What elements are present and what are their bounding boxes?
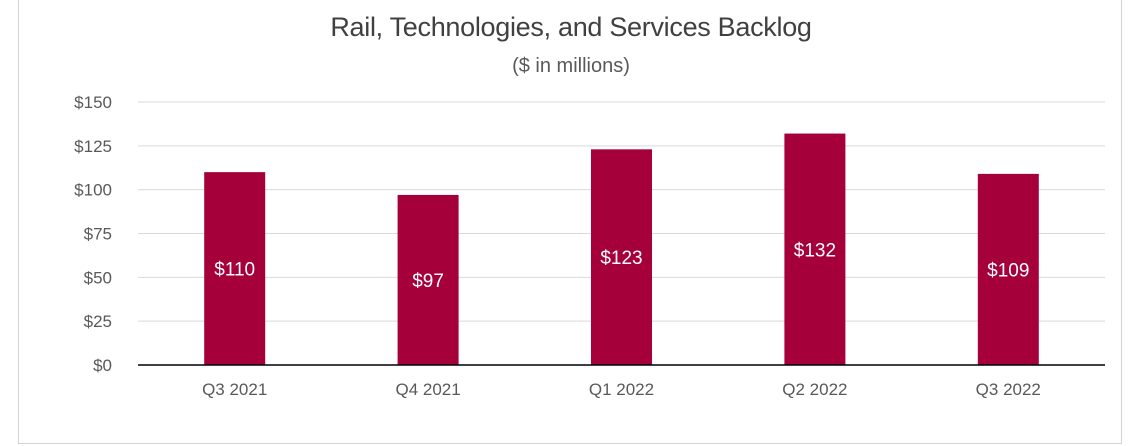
chart-title: Rail, Technologies, and Services Backlog: [330, 12, 812, 42]
y-tick-label: $25: [84, 312, 112, 331]
y-tick-label: $0: [93, 356, 112, 375]
y-tick-label: $100: [74, 181, 112, 200]
chart-frame: [18, 0, 1122, 444]
y-tick-label: $75: [84, 225, 112, 244]
y-tick-label: $125: [74, 137, 112, 156]
data-label: $123: [600, 248, 642, 269]
x-tick-label: Q2 2022: [782, 380, 847, 399]
bar: [591, 149, 652, 365]
data-label: $110: [214, 260, 255, 281]
data-label: $97: [412, 271, 444, 292]
bar: [977, 173, 1039, 365]
bar: [397, 194, 459, 365]
x-tick-label: Q3 2021: [202, 380, 267, 399]
bar: [204, 172, 266, 365]
y-tick-label: $50: [84, 268, 112, 287]
data-label: $109: [987, 260, 1029, 281]
data-label: $132: [794, 240, 836, 261]
x-tick-label: Q4 2021: [395, 380, 460, 399]
x-tick-label: Q1 2022: [589, 380, 654, 399]
chart-subtitle: ($ in millions): [512, 55, 630, 77]
bar: [784, 133, 846, 365]
y-tick-label: $150: [74, 93, 112, 112]
x-tick-label: Q3 2022: [976, 380, 1041, 399]
